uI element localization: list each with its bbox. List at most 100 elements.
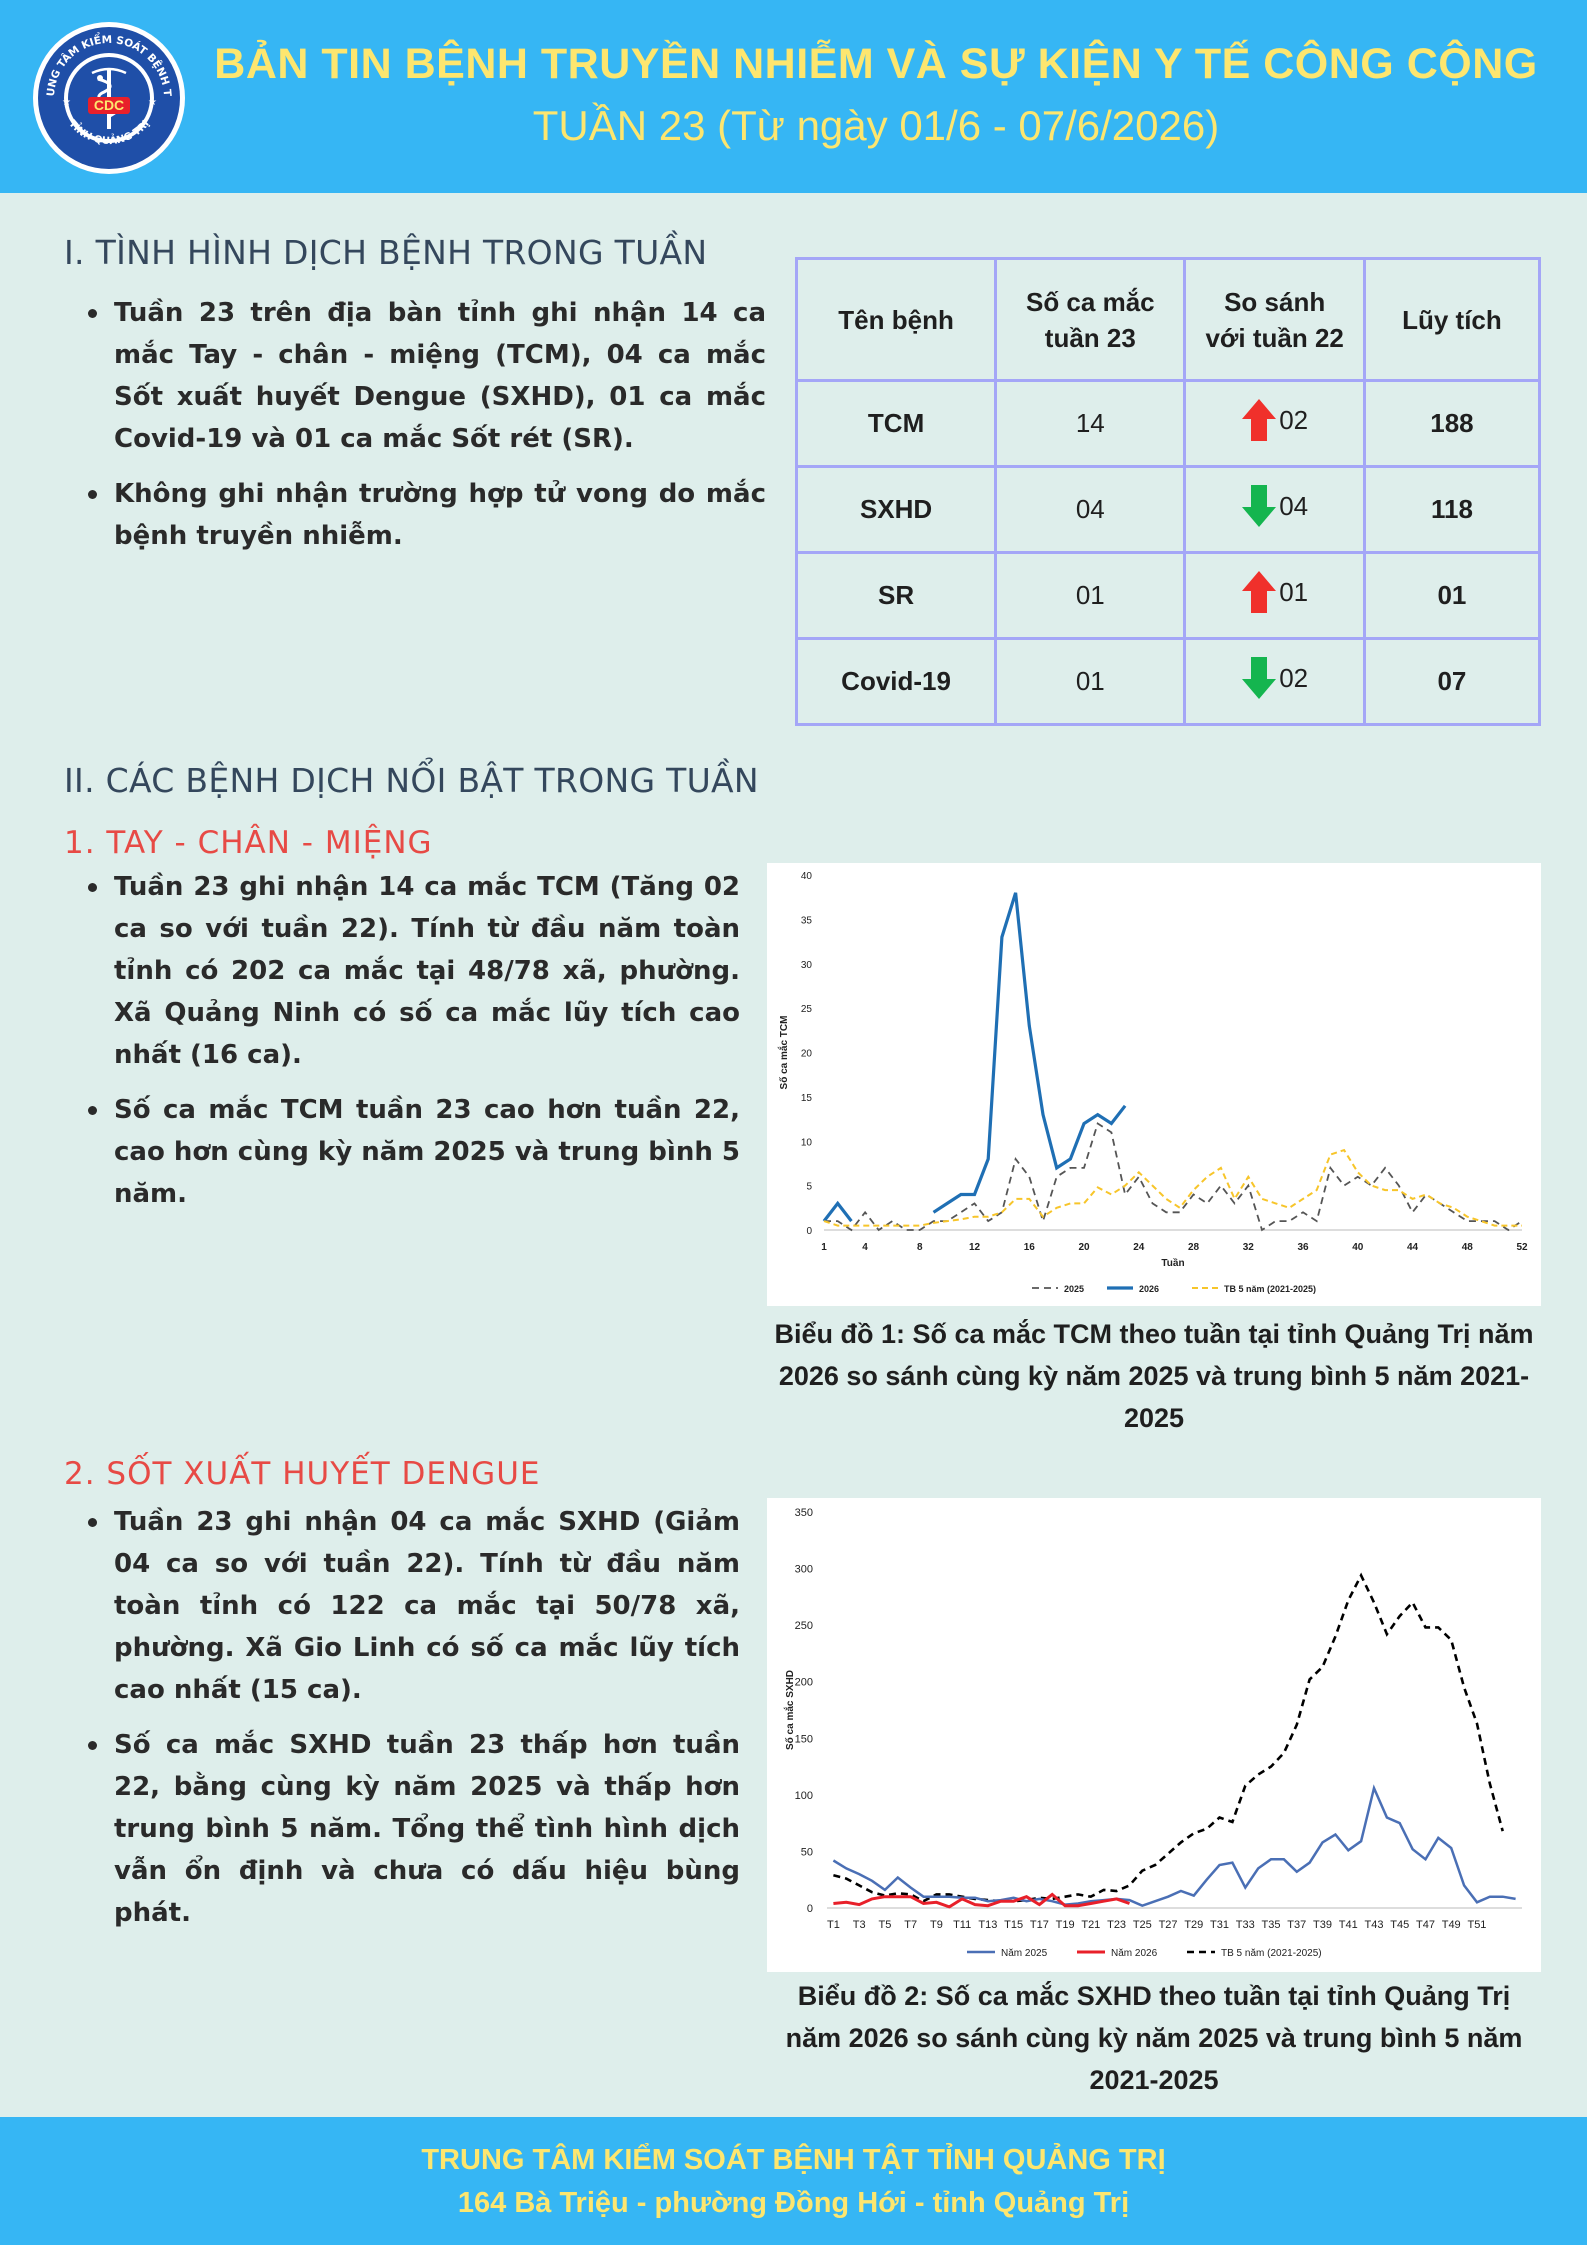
list-item: Tuần 23 ghi nhận 04 ca mắc SXHD (Giảm 04… (64, 1501, 740, 1711)
x-tick-label: T33 (1236, 1919, 1255, 1931)
list-item: Tuần 23 ghi nhận 14 ca mắc TCM (Tăng 02 … (64, 866, 740, 1076)
list-item: Số ca mắc TCM tuần 23 cao hơn tuần 22, c… (64, 1089, 740, 1215)
series-line (832, 1784, 1516, 1908)
tcm-bullets: Tuần 23 ghi nhận 14 ca mắc TCM (Tăng 02 … (64, 866, 740, 1215)
x-tick-label: 8 (917, 1242, 923, 1253)
change-value: 02 (1279, 404, 1309, 435)
series-line (833, 1572, 1504, 1903)
cumulative-value: 118 (1362, 465, 1542, 554)
tcm-title: 1. TAY - CHÂN - MIỆNG (64, 825, 433, 861)
x-tick-label: T3 (853, 1919, 866, 1931)
y-tick-label: 250 (795, 1620, 813, 1632)
x-tick-label: T49 (1442, 1919, 1461, 1931)
table-row: TCM 14 02 188 (794, 379, 1542, 468)
disease-name: SR (794, 551, 998, 640)
x-tick-label: T29 (1184, 1919, 1203, 1931)
cumulative-value: 07 (1362, 637, 1542, 726)
svg-text:★: ★ (148, 97, 157, 108)
x-tick-label: T23 (1107, 1919, 1126, 1931)
x-tick-label: 44 (1407, 1242, 1419, 1253)
x-tick-label: 36 (1297, 1242, 1309, 1253)
x-tick-label: T1 (827, 1919, 840, 1931)
table-row: Covid-19 01 02 07 (794, 637, 1542, 726)
x-tick-label: 20 (1078, 1242, 1090, 1253)
y-tick-label: 40 (801, 871, 813, 882)
arrow-up-icon (1242, 571, 1277, 613)
x-tick-label: 52 (1516, 1242, 1528, 1253)
list-item: Không ghi nhận trường hợp tử vong do mắc… (64, 473, 766, 557)
list-item: Số ca mắc SXHD tuần 23 thấp hơn tuần 22,… (64, 1724, 740, 1934)
compare-cell: 02 (1183, 379, 1366, 468)
x-tick-label: T13 (978, 1919, 997, 1931)
header-cases: Số ca mắc tuần 23 (994, 257, 1187, 382)
change-value: 02 (1279, 662, 1309, 693)
x-tick-label: T27 (1159, 1919, 1178, 1931)
series-line (932, 892, 1127, 1214)
y-axis-label: Số ca mắc TCM (777, 1016, 790, 1090)
y-tick-label: 35 (801, 915, 813, 926)
legend-label: Năm 2026 (1111, 1948, 1158, 1959)
legend-label: 2026 (1139, 1284, 1159, 1294)
x-tick-label: T21 (1081, 1919, 1100, 1931)
bulletin-title: BẢN TIN BỆNH TRUYỀN NHIỄM VÀ SỰ KIỆN Y T… (214, 40, 1538, 88)
x-tick-label: 40 (1352, 1242, 1364, 1253)
sxhd-title: 2. SỐT XUẤT HUYẾT DENGUE (64, 1456, 541, 1492)
x-tick-label: T11 (953, 1919, 971, 1931)
x-tick-label: T31 (1210, 1919, 1229, 1931)
cumulative-value: 188 (1362, 379, 1542, 468)
y-tick-label: 100 (795, 1790, 813, 1802)
disease-summary-table: Tên bệnh Số ca mắc tuần 23 So sánh với t… (794, 257, 1542, 726)
disease-name: TCM (794, 379, 998, 468)
x-tick-label: T39 (1313, 1919, 1332, 1931)
x-tick-label: T5 (878, 1919, 891, 1931)
y-tick-label: 30 (801, 960, 813, 971)
x-tick-label: 4 (862, 1242, 868, 1253)
table-header-row: Tên bệnh Số ca mắc tuần 23 So sánh với t… (794, 257, 1542, 382)
x-tick-label: 24 (1133, 1242, 1145, 1253)
footer-org-name: TRUNG TÂM KIỂM SOÁT BỆNH TẬT TỈNH QUẢNG … (421, 2144, 1166, 2176)
weekly-cases: 01 (994, 551, 1187, 640)
y-tick-label: 50 (801, 1846, 813, 1858)
legend-label: TB 5 năm (2021-2025) (1224, 1284, 1316, 1294)
weekly-cases: 04 (994, 465, 1187, 554)
footer-address: 164 Bà Triệu - phường Đồng Hới - tỉnh Qu… (457, 2187, 1130, 2219)
x-tick-label: 32 (1243, 1242, 1255, 1253)
x-tick-label: T37 (1287, 1919, 1306, 1931)
x-tick-label: T51 (1467, 1919, 1486, 1931)
x-tick-label: T17 (1030, 1919, 1049, 1931)
sxhd-chart-caption: Biểu đồ 2: Số ca mắc SXHD theo tuần tại … (785, 1981, 1523, 2095)
y-tick-label: 0 (806, 1226, 812, 1237)
x-tick-label: T25 (1133, 1919, 1152, 1931)
disease-name: SXHD (794, 465, 998, 554)
series-line (824, 1122, 1523, 1232)
table-row: SR 01 01 01 (794, 551, 1542, 640)
x-tick-label: T41 (1339, 1919, 1358, 1931)
weekly-cases: 14 (994, 379, 1187, 468)
y-tick-label: 0 (807, 1903, 813, 1915)
x-tick-label: 1 (821, 1242, 827, 1253)
arrow-up-icon (1242, 399, 1277, 441)
x-tick-label: T47 (1416, 1919, 1435, 1931)
cumulative-value: 01 (1362, 551, 1542, 640)
sxhd-bullets: Tuần 23 ghi nhận 04 ca mắc SXHD (Giảm 04… (64, 1501, 740, 1934)
y-tick-label: 25 (801, 1004, 813, 1015)
change-value: 01 (1279, 576, 1309, 607)
sxhd-chart: 0 50 100 150 200 250 300 350 T1 T3 T5 T7 T9 T11 T13 T15… (783, 1507, 1522, 1959)
weekly-cases: 01 (994, 637, 1187, 726)
legend-label: 2025 (1064, 1284, 1084, 1294)
x-tick-label: 12 (969, 1242, 981, 1253)
x-tick-label: T35 (1262, 1919, 1281, 1931)
y-tick-label: 150 (795, 1733, 813, 1745)
logo-mark: CDC (94, 97, 124, 113)
footer-banner: TRUNG TÂM KIỂM SOÁT BỆNH TẬT TỈNH QUẢNG … (0, 2117, 1587, 2245)
y-tick-label: 200 (795, 1677, 813, 1689)
section1-title: I. TÌNH HÌNH DỊCH BỆNH TRONG TUẦN (64, 233, 708, 272)
legend-label: Năm 2025 (1001, 1948, 1048, 1959)
cdc-logo: TRUNG TÂM KIỂM SOÁT BỆNH TẬT TỈNH QUẢNG … (32, 21, 185, 174)
y-tick-label: 15 (801, 1093, 813, 1104)
x-tick-label: 28 (1188, 1242, 1200, 1253)
disease-name: Covid-19 (794, 637, 998, 726)
svg-text:★: ★ (62, 97, 71, 108)
sxhd-chart-container: 0 50 100 150 200 250 300 350 T1 T3 T5 T7 T9 T11 T13 T15… (767, 1498, 1541, 1972)
header-banner: TRUNG TÂM KIỂM SOÁT BỆNH TẬT TỈNH QUẢNG … (0, 0, 1587, 193)
